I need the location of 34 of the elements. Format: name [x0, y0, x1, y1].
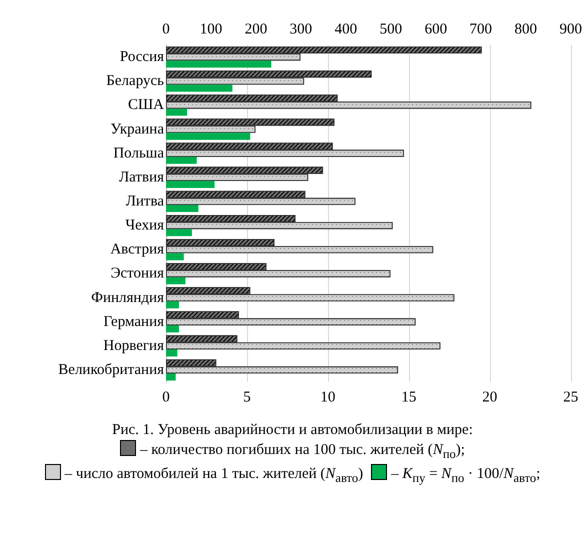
x2-tick-label: 700: [470, 22, 492, 38]
x2-tick-label: 200: [244, 22, 268, 38]
legend-label: – число автомобилей на 1 тыс. жителей (N$_{авто}$): [64, 466, 364, 485]
y-tick-label: Латвия: [118, 169, 164, 186]
y-tick-label: Германия: [104, 314, 164, 330]
x-tick-label: 10: [320, 390, 336, 406]
y-tick-label: Чехия: [125, 218, 164, 234]
y-tick-label: Норвегия: [103, 338, 164, 354]
y-tick-label: Литва: [126, 193, 164, 210]
y-tick-label: Польша: [113, 145, 164, 162]
y-tick-label: Украина: [110, 121, 164, 138]
y-tick-label: Беларусь: [106, 73, 164, 90]
y-tick-label: Австрия: [110, 242, 164, 258]
y-tick-label: Россия: [120, 49, 164, 66]
y-tick-label: США: [128, 97, 164, 114]
x2-tick-label: 600: [424, 22, 448, 38]
x2-tick-label: 900: [560, 22, 582, 38]
x-tick-label: 20: [482, 390, 498, 406]
x2-tick-label: 100: [200, 22, 222, 38]
x2-tick-label: 300: [290, 22, 312, 38]
y-tick-label: Финляндия: [91, 290, 164, 306]
text: – K$_{пу}$ = N$_{по}$ · 100/N$_{авто}$;: [391, 466, 540, 485]
y-tick-label: Великобритания: [58, 362, 164, 378]
text: Рис. 1. Уровень аварийности и автомобилизации в мире:: [111, 421, 474, 440]
x2-tick-label: 500: [380, 22, 402, 38]
x-tick-label: 25: [563, 390, 578, 406]
x2-tick-label: 400: [334, 22, 358, 38]
y-tick-label: Эстония: [110, 266, 164, 282]
legend-label: – количество погибших на 100 тыс. жителей (N$_{по}$);: [140, 442, 465, 461]
x2-tick-label: 800: [514, 22, 538, 38]
x-tick-label: 5: [243, 390, 251, 406]
x-tick-label: 0: [162, 390, 170, 406]
x2-tick-label: 0: [162, 22, 170, 38]
x-tick-label: 15: [401, 390, 416, 406]
